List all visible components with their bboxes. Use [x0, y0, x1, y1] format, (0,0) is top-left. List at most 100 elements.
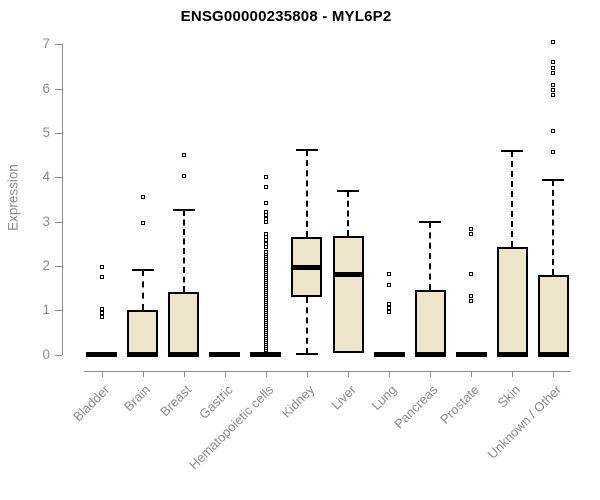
- x-tick-label-text: Prostate: [436, 382, 482, 427]
- y-tick-label: 1: [42, 302, 50, 318]
- median-line: [86, 352, 118, 357]
- outlier-point: [263, 213, 268, 218]
- x-tick-label-text: Liver: [328, 382, 359, 413]
- y-tick-label: 6: [42, 80, 50, 96]
- outlier-point: [469, 232, 474, 237]
- y-tick-label: 3: [42, 213, 50, 229]
- upper-whisker-cap: [501, 149, 524, 152]
- median-line: [291, 264, 323, 270]
- iqr-box: [414, 290, 446, 355]
- iqr-box: [168, 292, 200, 355]
- outlier-point: [551, 83, 556, 88]
- outlier-point: [99, 307, 104, 312]
- outlier-point: [140, 221, 145, 226]
- median-line: [250, 352, 282, 357]
- outlier-point: [263, 185, 268, 190]
- upper-whisker-cap: [172, 208, 195, 211]
- y-tick-label: 7: [42, 36, 50, 52]
- x-tick: [306, 371, 308, 377]
- y-tick: [55, 310, 62, 312]
- outlier-point: [469, 227, 474, 232]
- outlier-point: [181, 153, 186, 158]
- x-tick-label-text: Brain: [121, 382, 154, 415]
- outlier-point: [551, 65, 556, 70]
- outlier-point: [551, 128, 556, 133]
- outlier-point: [263, 241, 268, 246]
- outlier-point: [469, 294, 474, 299]
- x-tick: [348, 371, 349, 377]
- y-tick-label: 4: [42, 169, 50, 185]
- outlier-point: [469, 272, 474, 277]
- outlier-point: [263, 231, 268, 236]
- upper-whisker-cap: [419, 220, 442, 223]
- x-tick: [553, 371, 555, 377]
- outlier-point: [387, 302, 392, 307]
- median-line: [537, 352, 569, 357]
- x-tick-label-text: Unknown / Other: [484, 382, 564, 462]
- outlier-point: [181, 173, 186, 178]
- y-tick-label: 5: [42, 125, 50, 140]
- upper-whisker-line: [511, 150, 514, 247]
- upper-whisker-cap: [337, 190, 359, 193]
- outlier-point: [263, 201, 268, 206]
- median-line: [373, 352, 405, 357]
- median-line: [127, 352, 159, 357]
- outlier-point: [387, 306, 392, 311]
- lower-whisker-cap: [295, 352, 318, 355]
- outlier-point: [551, 149, 556, 154]
- iqr-box: [332, 235, 364, 354]
- outlier-point: [263, 250, 268, 255]
- chart-title: ENSG00000235808 - MYL6P2: [180, 8, 392, 25]
- upper-whisker-line: [141, 270, 144, 311]
- x-tick: [101, 371, 103, 377]
- outlier-point: [551, 60, 556, 65]
- outlier-point: [469, 298, 474, 303]
- upper-whisker-cap: [131, 269, 154, 272]
- outlier-point: [551, 88, 556, 93]
- lower-whisker-line: [305, 296, 308, 354]
- outlier-point: [263, 216, 268, 221]
- x-tick: [430, 371, 432, 377]
- median-line: [168, 352, 200, 357]
- outlier-point: [263, 238, 268, 243]
- x-tick: [512, 371, 514, 377]
- upper-whisker-line: [429, 221, 432, 291]
- iqr-box: [537, 274, 569, 355]
- outlier-point: [263, 245, 268, 250]
- x-tick-label-text: Kidney: [278, 382, 318, 421]
- median-line: [209, 352, 241, 357]
- y-tick: [55, 265, 62, 267]
- upper-whisker-line: [347, 191, 349, 236]
- outlier-point: [387, 310, 392, 315]
- x-axis-line: [84, 371, 571, 372]
- upper-whisker-cap: [295, 148, 318, 151]
- x-tick-label-text: Gastric: [195, 382, 236, 422]
- x-tick: [224, 371, 226, 377]
- outlier-point: [263, 175, 268, 180]
- outlier-point: [99, 264, 104, 269]
- y-tick: [55, 133, 62, 134]
- y-tick: [55, 354, 62, 356]
- outlier-point: [140, 195, 145, 200]
- median-line: [496, 352, 528, 357]
- median-line: [414, 352, 446, 357]
- x-tick: [183, 371, 185, 377]
- median-line: [455, 352, 487, 357]
- upper-whisker-line: [182, 209, 185, 293]
- iqr-box: [496, 246, 528, 355]
- y-tick: [55, 221, 62, 223]
- y-axis-line: [62, 44, 63, 355]
- y-tick: [55, 44, 62, 46]
- iqr-box: [127, 310, 159, 355]
- outlier-point: [263, 220, 268, 225]
- x-tick: [265, 371, 267, 377]
- outlier-point: [387, 282, 392, 287]
- outlier-point: [99, 314, 104, 319]
- outlier-point: [263, 209, 268, 214]
- x-tick: [471, 371, 473, 377]
- y-tick: [55, 177, 62, 179]
- x-tick: [389, 371, 391, 377]
- upper-whisker-cap: [542, 178, 565, 181]
